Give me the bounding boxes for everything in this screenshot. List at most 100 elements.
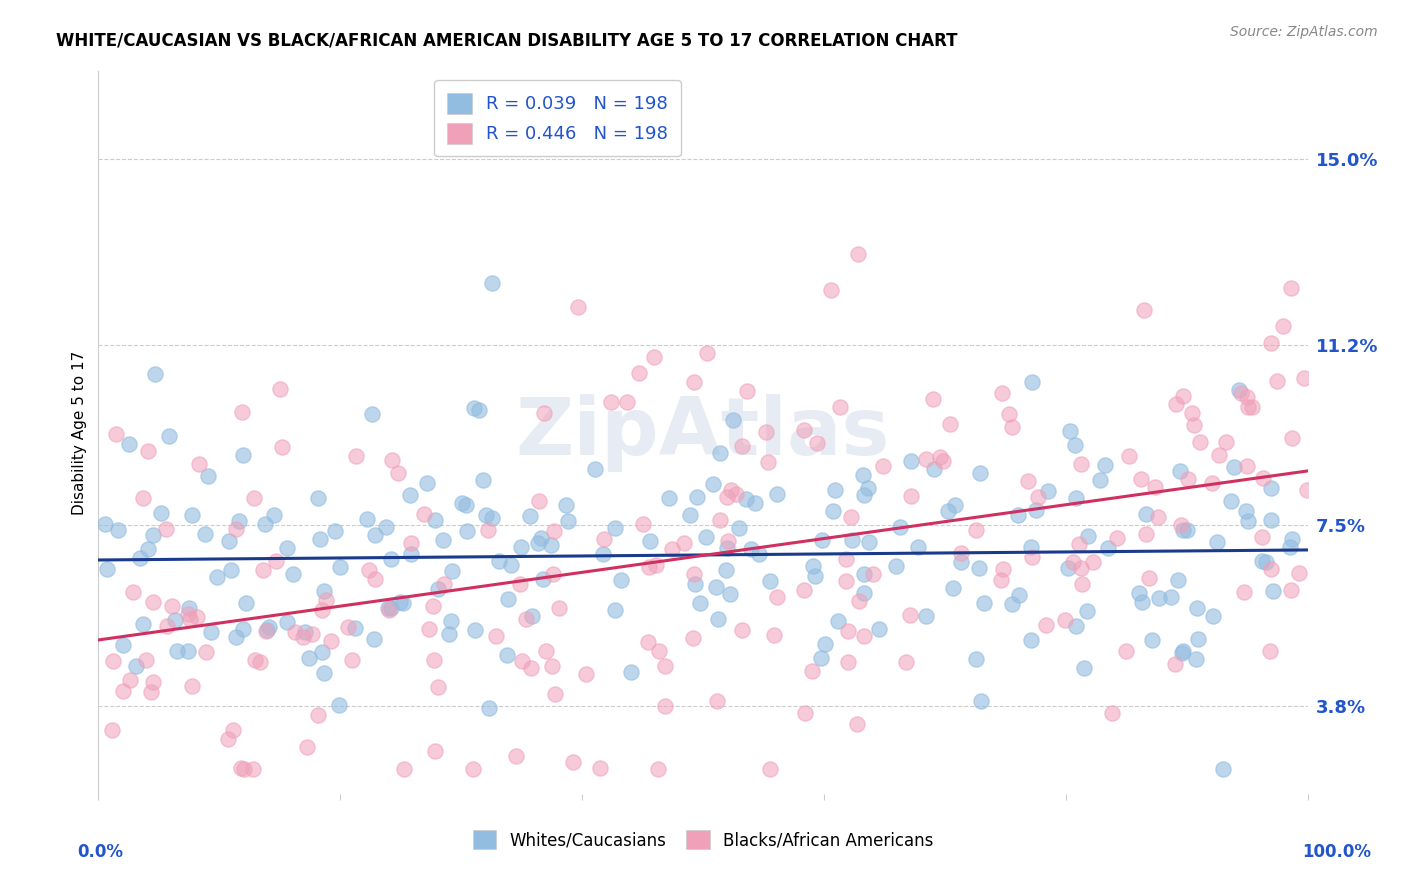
Point — [900, 454, 922, 468]
Point — [540, 659, 562, 673]
Point — [555, 498, 578, 512]
Point — [488, 554, 510, 568]
Point — [1135, 507, 1157, 521]
Point — [515, 611, 537, 625]
Point — [1008, 588, 1031, 602]
Point — [1233, 585, 1256, 599]
Point — [1234, 504, 1257, 518]
Point — [536, 644, 558, 658]
Point — [276, 615, 298, 629]
Point — [1164, 657, 1187, 671]
Point — [852, 468, 875, 483]
Point — [600, 394, 623, 409]
Point — [949, 555, 972, 569]
Point — [821, 503, 844, 517]
Point — [735, 491, 758, 506]
Point — [682, 632, 704, 646]
Point — [557, 514, 579, 528]
Point — [118, 437, 141, 451]
Point — [456, 498, 478, 512]
Point — [889, 519, 911, 533]
Point — [309, 532, 332, 546]
Point — [654, 699, 676, 714]
Legend: Whites/Caucasians, Blacks/African Americans: Whites/Caucasians, Blacks/African Americ… — [464, 822, 942, 858]
Point — [858, 534, 880, 549]
Point — [973, 596, 995, 610]
Point — [433, 576, 456, 591]
Point — [725, 486, 748, 500]
Point — [731, 624, 754, 638]
Point — [706, 612, 728, 626]
Point — [315, 593, 337, 607]
Point — [969, 466, 991, 480]
Point — [505, 749, 527, 764]
Point — [477, 523, 499, 537]
Point — [801, 559, 824, 574]
Point — [1143, 480, 1166, 494]
Point — [915, 451, 938, 466]
Point — [846, 247, 869, 261]
Point — [143, 367, 166, 381]
Point — [1062, 555, 1084, 569]
Point — [135, 653, 157, 667]
Point — [1185, 652, 1208, 666]
Point — [377, 601, 399, 615]
Point — [344, 621, 367, 635]
Point — [714, 563, 737, 577]
Point — [380, 601, 402, 615]
Point — [965, 652, 987, 666]
Point — [132, 491, 155, 505]
Point — [765, 590, 787, 604]
Point — [1118, 449, 1140, 463]
Point — [186, 610, 208, 624]
Point — [689, 596, 711, 610]
Point — [1260, 562, 1282, 576]
Point — [942, 581, 965, 595]
Point — [1260, 481, 1282, 495]
Point — [149, 506, 172, 520]
Point — [561, 755, 583, 769]
Point — [575, 666, 598, 681]
Point — [364, 572, 387, 586]
Point — [165, 613, 187, 627]
Point — [218, 534, 240, 549]
Point — [294, 624, 316, 639]
Point — [603, 521, 626, 535]
Point — [380, 551, 402, 566]
Point — [1279, 281, 1302, 295]
Point — [136, 542, 159, 557]
Point — [485, 629, 508, 643]
Point — [846, 717, 869, 731]
Point — [340, 653, 363, 667]
Point — [399, 536, 422, 550]
Point — [1019, 540, 1042, 554]
Point — [364, 528, 387, 542]
Point — [425, 513, 447, 527]
Point — [1272, 318, 1295, 333]
Point — [716, 541, 738, 555]
Point — [1201, 475, 1223, 490]
Point — [939, 417, 962, 431]
Point — [176, 607, 198, 622]
Point — [423, 653, 446, 667]
Point — [1115, 644, 1137, 658]
Point — [257, 620, 280, 634]
Point — [803, 569, 825, 583]
Point — [928, 450, 950, 465]
Point — [766, 487, 789, 501]
Point — [637, 635, 659, 649]
Point — [567, 300, 589, 314]
Point — [762, 628, 785, 642]
Point — [1288, 566, 1310, 580]
Point — [1170, 517, 1192, 532]
Point — [1185, 601, 1208, 615]
Point — [548, 600, 571, 615]
Point — [112, 638, 135, 652]
Point — [949, 545, 972, 559]
Point — [1279, 583, 1302, 598]
Point — [716, 534, 738, 549]
Point — [852, 586, 875, 600]
Point — [142, 595, 165, 609]
Point — [508, 577, 530, 591]
Point — [301, 627, 323, 641]
